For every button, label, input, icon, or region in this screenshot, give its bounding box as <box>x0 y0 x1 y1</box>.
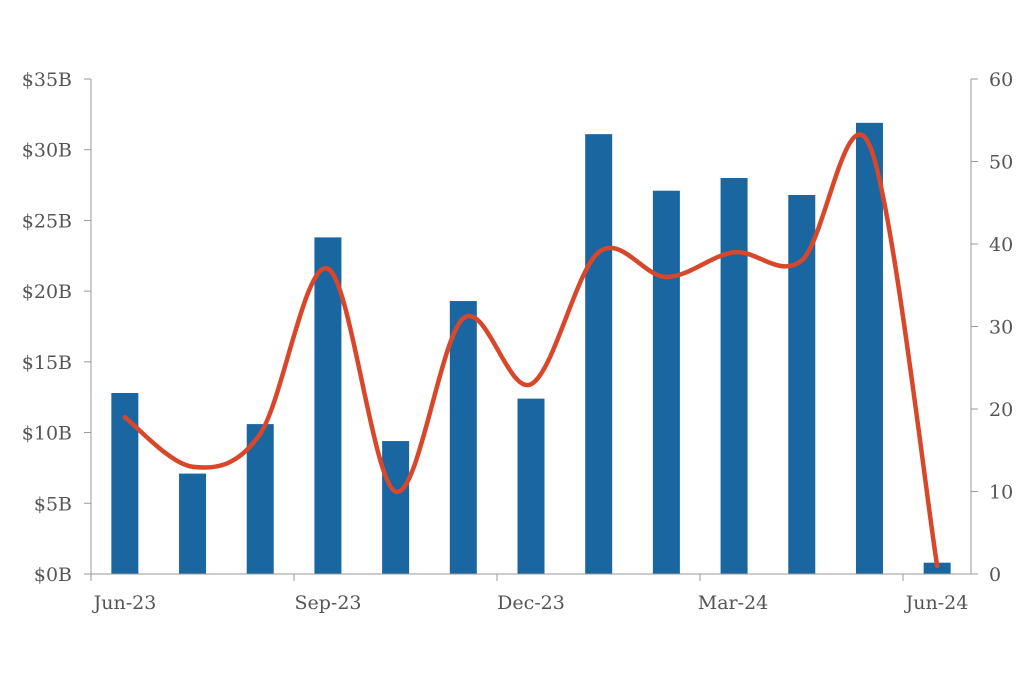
left-tick-label: $35B <box>22 69 72 91</box>
left-axis-ticks: $0B $5B $10B $15B $20B $25B $30B $35B <box>22 69 91 586</box>
right-tick-label: 10 <box>989 482 1013 504</box>
right-axis-ticks: 0 10 20 30 40 50 60 <box>971 69 1013 586</box>
left-tick-label: $25B <box>22 210 72 232</box>
x-tick-label: Mar-24 <box>698 592 768 614</box>
left-tick-label: $5B <box>34 493 72 515</box>
left-tick-label: $30B <box>22 140 72 162</box>
line-series <box>122 132 940 568</box>
x-tick-label: Dec-23 <box>497 592 565 614</box>
right-tick-label: 60 <box>989 69 1013 91</box>
left-tick-label: $20B <box>22 281 72 303</box>
bar-Oct-23 <box>382 441 410 574</box>
bar-Apr-24 <box>788 194 816 574</box>
bar-Aug-23 <box>246 424 274 574</box>
right-tick-label: 20 <box>989 399 1013 421</box>
bar-Jan-24 <box>585 134 613 574</box>
x-axis-ticks: Jun-23 Sep-23 Dec-23 Mar-24 Jun-24 <box>90 574 969 614</box>
bar-Jun-24 <box>923 562 951 574</box>
bar-Mar-24 <box>720 178 748 574</box>
bar-Nov-23 <box>449 301 477 574</box>
bar-series <box>111 122 951 575</box>
x-tick-label: Sep-23 <box>294 592 361 614</box>
bar-Sep-23 <box>314 237 342 574</box>
bar-Jun-23 <box>111 392 139 574</box>
bar-Feb-24 <box>652 190 680 575</box>
left-tick-label: $10B <box>22 423 72 445</box>
left-tick-label: $15B <box>22 352 72 374</box>
bar-May-24 <box>855 122 883 574</box>
right-tick-label: 30 <box>989 317 1013 339</box>
bar-Jul-23 <box>179 473 207 574</box>
left-tick-label: $0B <box>34 564 72 586</box>
right-tick-label: 50 <box>989 152 1013 174</box>
x-tick-label: Jun-23 <box>92 592 157 614</box>
bar-Dec-23 <box>517 398 545 574</box>
x-tick-label: Jun-24 <box>904 592 969 614</box>
right-tick-label: 0 <box>989 564 1001 586</box>
right-tick-label: 40 <box>989 234 1013 256</box>
